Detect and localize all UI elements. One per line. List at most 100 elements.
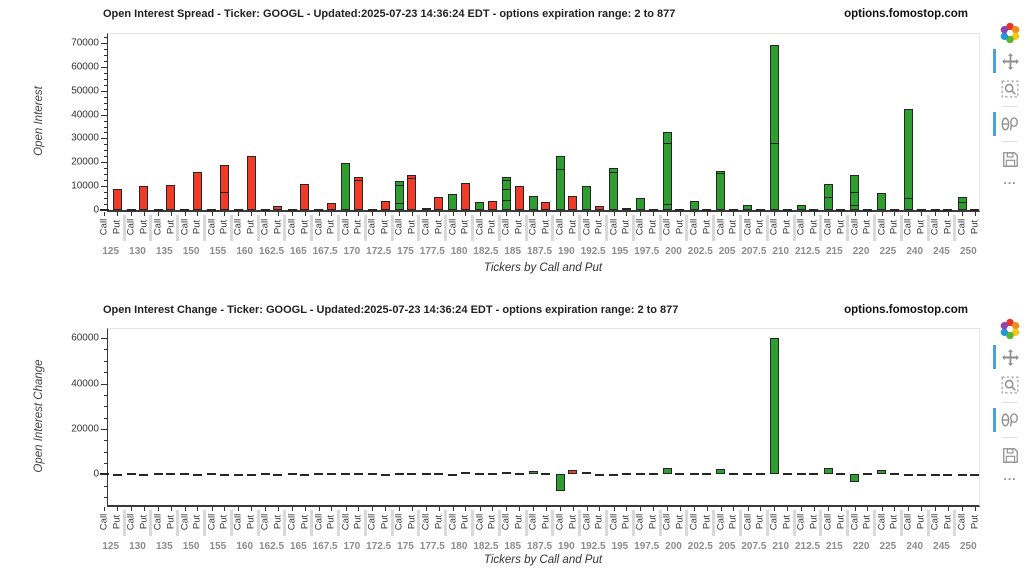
- y-minor-tick: [104, 102, 108, 104]
- callput-label: Put: [969, 514, 981, 530]
- bar-call-200: [662, 132, 672, 210]
- strike-label: 245: [933, 541, 950, 552]
- group-divider: [873, 215, 876, 241]
- bar-put-170: [353, 472, 363, 475]
- bar-put-205: [728, 472, 738, 475]
- group-divider: [765, 215, 769, 241]
- x-tick: [640, 507, 642, 511]
- bar-call-172.5: [367, 472, 377, 475]
- x-tick: [492, 212, 494, 216]
- y-tick-label: 0: [93, 204, 99, 216]
- zoom-box-icon[interactable]: [998, 374, 1022, 396]
- y-tick-label: 70000: [71, 37, 99, 49]
- y-minor-tick: [104, 60, 108, 62]
- bar-call-180: [448, 474, 458, 477]
- more-options-button[interactable]: ...: [1003, 173, 1017, 187]
- group-divider: [926, 510, 930, 536]
- more-options-button[interactable]: ...: [1003, 469, 1017, 483]
- x-tick: [947, 507, 949, 511]
- chart-title: Open Interest Change - Ticker: GOOGL - U…: [103, 304, 679, 316]
- callput-label: Put: [942, 219, 954, 235]
- bar-put-202.5: [702, 472, 712, 475]
- x-tick: [372, 212, 374, 216]
- bar-call-240: [903, 474, 913, 477]
- bar-call-125: [99, 472, 109, 475]
- y-tick: [101, 338, 108, 340]
- strike-label: 190: [557, 541, 575, 552]
- callput-label: Put: [245, 219, 257, 235]
- bar-call-187.5: [528, 470, 538, 475]
- group-divider: [685, 510, 689, 536]
- callput-label: Call: [179, 218, 191, 236]
- y-minor-tick: [104, 198, 108, 200]
- fomostop-logo[interactable]: [999, 22, 1021, 44]
- compare-hover-icon[interactable]: [993, 112, 1022, 136]
- x-tick: [586, 507, 588, 511]
- callput-label: Put: [969, 219, 981, 235]
- callput-label: Put: [915, 219, 927, 235]
- x-tick: [935, 212, 937, 216]
- x-tick: [760, 507, 762, 511]
- watermark-link[interactable]: options.fomostop.com: [844, 8, 968, 20]
- x-tick: [679, 507, 681, 511]
- bar-put-187.5: [541, 472, 551, 475]
- callput-label: Put: [835, 219, 847, 235]
- y-minor-tick: [104, 406, 108, 408]
- y-tick-label: 50000: [71, 85, 99, 97]
- group-divider: [658, 510, 662, 536]
- x-tick: [238, 212, 240, 216]
- bar-put-195: [621, 472, 631, 475]
- zoom-box-icon[interactable]: [998, 78, 1022, 100]
- x-tick: [921, 507, 922, 511]
- callput-label: Call: [876, 513, 888, 531]
- callput-label: Put: [379, 219, 391, 235]
- compare-hover-icon[interactable]: [993, 408, 1022, 432]
- fomostop-logo[interactable]: [999, 318, 1021, 340]
- pan-icon[interactable]: [993, 49, 1022, 73]
- callput-label: Put: [915, 514, 927, 530]
- y-minor-tick: [104, 144, 108, 146]
- bar-put-207.5: [755, 472, 765, 475]
- y-minor-tick: [104, 108, 108, 110]
- x-tick: [438, 507, 440, 511]
- bar-call-150: [180, 208, 190, 211]
- group-divider: [846, 215, 850, 241]
- bar-put-195: [621, 207, 631, 210]
- watermark-link[interactable]: options.fomostop.com: [844, 304, 968, 316]
- callput-label: Call: [822, 513, 834, 531]
- bar-put-162.5: [273, 474, 283, 477]
- x-tick: [385, 212, 386, 216]
- bar-put-150: [192, 474, 202, 477]
- strike-label: 192.5: [580, 541, 606, 552]
- callput-label: Call: [393, 218, 405, 236]
- bar-put-210: [782, 472, 792, 475]
- y-minor-tick: [104, 126, 108, 128]
- x-tick: [117, 507, 118, 511]
- save-icon[interactable]: [998, 444, 1022, 466]
- group-divider: [524, 510, 528, 536]
- bar-call-225: [877, 469, 887, 475]
- x-tick: [331, 507, 333, 511]
- callput-label: Put: [111, 219, 123, 235]
- x-tick: [962, 212, 963, 216]
- callput-label: Call: [527, 218, 539, 236]
- strike-label: 197.5: [634, 246, 660, 257]
- x-tick: [224, 212, 226, 216]
- x-tick: [131, 212, 133, 216]
- y-minor-tick: [104, 360, 108, 362]
- group-divider: [739, 215, 742, 241]
- callput-label: Call: [554, 513, 566, 531]
- group-divider: [605, 215, 608, 241]
- pan-icon[interactable]: [993, 345, 1022, 369]
- group-divider: [390, 510, 394, 536]
- bar-put-197.5: [648, 208, 658, 211]
- bar-put-210: [782, 208, 792, 211]
- strike-label: 200: [665, 541, 682, 552]
- save-icon[interactable]: [998, 148, 1022, 170]
- callput-label: Call: [420, 513, 432, 531]
- bar-call-182.5: [475, 472, 485, 475]
- bar-put-215: [836, 208, 846, 211]
- callput-label: Put: [433, 219, 445, 235]
- y-tick-label: 0: [93, 468, 99, 480]
- y-minor-tick: [104, 156, 108, 158]
